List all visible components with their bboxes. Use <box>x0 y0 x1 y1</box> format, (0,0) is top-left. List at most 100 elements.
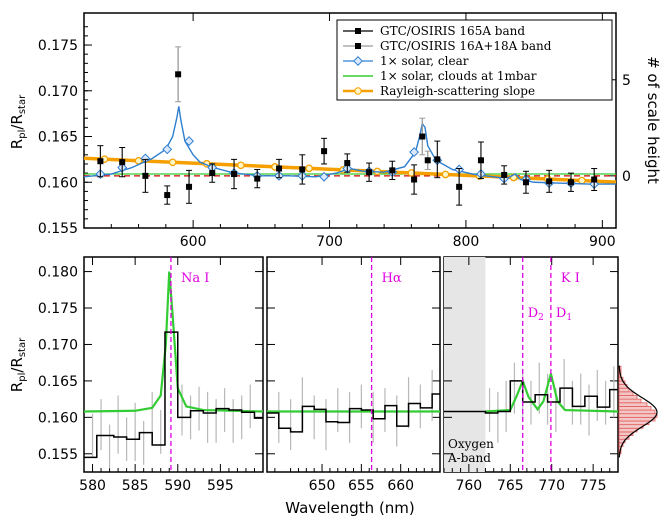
legend-entry-label: 1× solar, clouds at 1mbar <box>380 69 537 83</box>
binned-spectrum-step <box>84 331 263 459</box>
histogram-bar <box>618 420 650 426</box>
histogram-bar <box>618 406 652 411</box>
broad-point <box>434 156 441 163</box>
broad-point <box>97 158 104 165</box>
oxygen-band-shade <box>444 257 486 472</box>
xtick-label: 760 <box>455 478 482 494</box>
line-label: Hα <box>382 271 402 286</box>
legend-swatch-marker <box>353 56 363 66</box>
histogram-bar <box>618 387 630 393</box>
narrow-point <box>419 133 426 140</box>
top-panel-content: 600 700 800 900 0.155 0.160 0.165 0.170 0.175 0 5 1… <box>38 13 631 250</box>
top-ytick-label: 0.160 <box>38 175 78 191</box>
rayleigh-marker <box>305 164 313 173</box>
xtick-label: 775 <box>580 478 607 494</box>
rayleigh-marker <box>441 170 450 179</box>
broad-point <box>567 179 574 186</box>
top-y2tick-label: 0 <box>622 169 631 185</box>
clear-model-marker <box>184 136 194 147</box>
histogram-bar <box>618 409 656 415</box>
histogram-bar <box>618 402 648 407</box>
legend-entry-label: 1× solar, clear <box>380 54 469 68</box>
top-ytick-label: 0.170 <box>38 84 78 100</box>
broad-point <box>254 175 261 182</box>
top-xtick-label: 800 <box>453 234 480 250</box>
top-panel: 600 700 800 900 0.155 0.160 0.165 0.170 0.175 0 5 1… <box>8 12 662 250</box>
clear-model-marker <box>409 147 420 158</box>
legend-swatch-marker <box>355 28 361 34</box>
broad-point <box>209 170 216 177</box>
xtick-label: 765 <box>497 478 524 494</box>
clear-model-marker <box>162 144 173 155</box>
halpha-panel-frame <box>266 256 441 473</box>
oxygen-band-label: A-band <box>447 451 491 465</box>
halpha-panel: 650 655 660 Hα <box>266 256 441 494</box>
histogram-bar <box>618 424 644 429</box>
sodium-panel: 580 585 590 595 0.155 0.160 0.165 0.170 0.175 0.1… <box>38 256 264 494</box>
broad-point <box>411 176 418 183</box>
top-xtick-label: 600 <box>180 234 207 250</box>
top-y2label: # of scale height <box>644 56 662 184</box>
xtick-label: 660 <box>387 478 414 494</box>
clear-model-marker <box>319 171 330 182</box>
line-label: K I <box>561 271 580 286</box>
xtick-label: 650 <box>309 478 336 494</box>
legend-swatch-marker <box>355 43 361 49</box>
d2-label: D2 <box>528 306 544 323</box>
histogram-bar <box>618 416 656 422</box>
broad-point <box>546 178 553 185</box>
histogram-panel <box>618 365 658 458</box>
broad-point <box>276 165 283 172</box>
broad-point <box>522 179 529 186</box>
d1-label: D1 <box>556 306 572 323</box>
broad-point <box>231 171 238 178</box>
xtick-label: 595 <box>207 478 234 494</box>
narrow-point <box>424 157 431 164</box>
x-axis-label: Wavelength (nm) <box>285 499 415 517</box>
bottom-ylabel: Rpl/Rstar <box>8 337 28 392</box>
top-ylabel: Rpl/Rstar <box>8 94 28 149</box>
clear-model-marker <box>140 153 151 164</box>
ytick-label: 0.175 <box>38 301 78 317</box>
top-y2tick-label: 5 <box>622 73 631 89</box>
ytick-label: 0.160 <box>38 410 78 426</box>
binned-spectrum-step <box>444 380 618 414</box>
rayleigh-marker <box>237 161 245 170</box>
ytick-label: 0.155 <box>38 447 78 463</box>
xtick-label: 655 <box>348 478 375 494</box>
narrow-point <box>175 71 182 78</box>
ytick-label: 0.165 <box>38 374 78 390</box>
broad-point <box>186 183 193 190</box>
broad-point <box>321 148 328 155</box>
cloud-model-curve <box>485 373 619 413</box>
top-xtick-label: 700 <box>316 234 343 250</box>
broad-point <box>164 192 171 199</box>
line-label: Na I <box>181 271 209 286</box>
histogram-gaussian <box>618 365 658 458</box>
top-xtick-label: 900 <box>589 234 616 250</box>
xtick-label: 585 <box>122 478 149 494</box>
broad-point <box>119 159 126 166</box>
ytick-label: 0.170 <box>38 337 78 353</box>
broad-point <box>344 160 351 167</box>
broad-point <box>366 169 373 176</box>
xtick-label: 580 <box>79 478 106 494</box>
broad-point <box>142 172 149 179</box>
legend-box <box>336 19 613 101</box>
legend-entry-label: Rayleigh-scattering slope <box>380 84 535 98</box>
broad-point <box>456 183 463 190</box>
top-ytick-label: 0.165 <box>38 130 78 146</box>
xtick-label: 590 <box>164 478 191 494</box>
broad-point <box>591 176 598 183</box>
broad-point <box>477 157 484 164</box>
top-ytick-label: 0.175 <box>38 38 78 54</box>
histogram-bar <box>618 413 658 418</box>
rayleigh-marker <box>578 176 586 185</box>
broad-point <box>389 167 396 174</box>
cloud-model-curve <box>83 271 264 413</box>
ytick-label: 0.180 <box>38 265 78 281</box>
top-panel-frame <box>83 12 617 229</box>
legend-entry-label: GTC/OSIRIS 16A+18A band <box>380 39 552 53</box>
